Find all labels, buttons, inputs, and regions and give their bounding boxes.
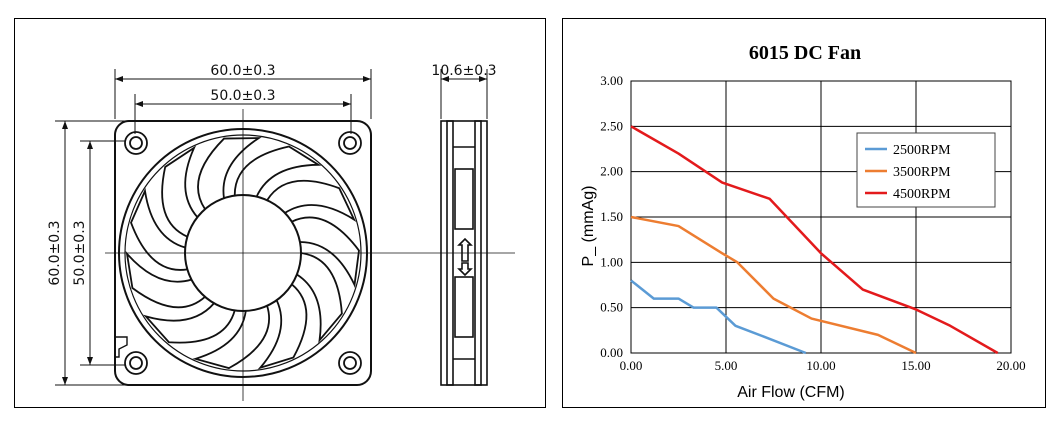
series-line-2500RPM [630, 279, 807, 355]
series-line-3500RPM [630, 215, 917, 355]
airflow-arrow-icon [457, 237, 473, 262]
x-tick-label: 5.00 [715, 358, 738, 373]
chart-ticks: 0.00 5.00 10.00 15.00 20.00 0.00 0.50 1.00 1.50 2… [600, 73, 1025, 373]
fan-blade [192, 305, 270, 370]
chart-title: 6015 DC Fan [749, 42, 861, 64]
fan-technical-drawing: 60.0±0.3 50.0±0.3 10.6±0.3 60.0±0.3 50.0… [47, 63, 515, 401]
y-tick-label: 1.00 [600, 254, 623, 269]
fan-blade [130, 187, 188, 271]
x-tick-label: 20.00 [996, 358, 1025, 373]
fan-blade [143, 302, 236, 344]
dim-hole-height: 50.0±0.3 [72, 220, 88, 285]
series-line-4500RPM [630, 125, 999, 355]
fan-blades [125, 137, 360, 370]
y-axis-label: P_ (mmAg) [580, 186, 597, 267]
fan-blade [233, 145, 322, 197]
dim-outer-width: 60.0±0.3 [210, 63, 275, 79]
y-tick-label: 2.00 [600, 164, 623, 179]
chart-series [630, 125, 999, 355]
y-tick-label: 0.50 [600, 300, 623, 315]
fan-side-view [440, 120, 488, 386]
fan-blade [257, 283, 308, 370]
fan-front-view [105, 109, 515, 401]
fan-blade [197, 137, 262, 210]
dim-hole-width: 50.0±0.3 [210, 88, 275, 104]
chart-legend: 2500RPM 3500RPM 4500RPM [856, 132, 996, 208]
pq-chart: 6015 DC Fan 0.00 5.00 10.00 15.00 20.000.000… [580, 42, 1026, 401]
pq-chart-panel: 6015 DC Fan 0.00 5.00 10.00 15.00 20.00 0.00 0… [562, 18, 1046, 408]
fan-blade [266, 179, 357, 222]
x-tick-label: 0.00 [620, 358, 643, 373]
fan-blade [161, 145, 199, 238]
fan-blade [291, 216, 360, 289]
y-tick-label: 0.00 [600, 345, 623, 360]
fan-blade [125, 250, 206, 309]
fan-blade [296, 252, 343, 344]
y-tick-label: 1.50 [600, 209, 623, 224]
y-tick-label: 3.00 [600, 73, 623, 88]
dim-outer-height: 60.0±0.3 [47, 220, 63, 285]
dim-thickness: 10.6±0.3 [431, 63, 496, 79]
y-tick-label: 2.50 [600, 118, 623, 133]
legend-label: 4500RPM [893, 187, 951, 202]
x-tick-label: 15.00 [901, 358, 930, 373]
chart-grid [630, 80, 1012, 354]
fan-drawing-panel: 60.0±0.3 50.0±0.3 10.6±0.3 60.0±0.3 50.0… [14, 18, 546, 408]
legend-label: 2500RPM [893, 143, 951, 158]
x-axis-label: Air Flow (CFM) [737, 384, 845, 401]
legend-label: 3500RPM [893, 165, 951, 180]
x-tick-label: 10.00 [806, 358, 835, 373]
